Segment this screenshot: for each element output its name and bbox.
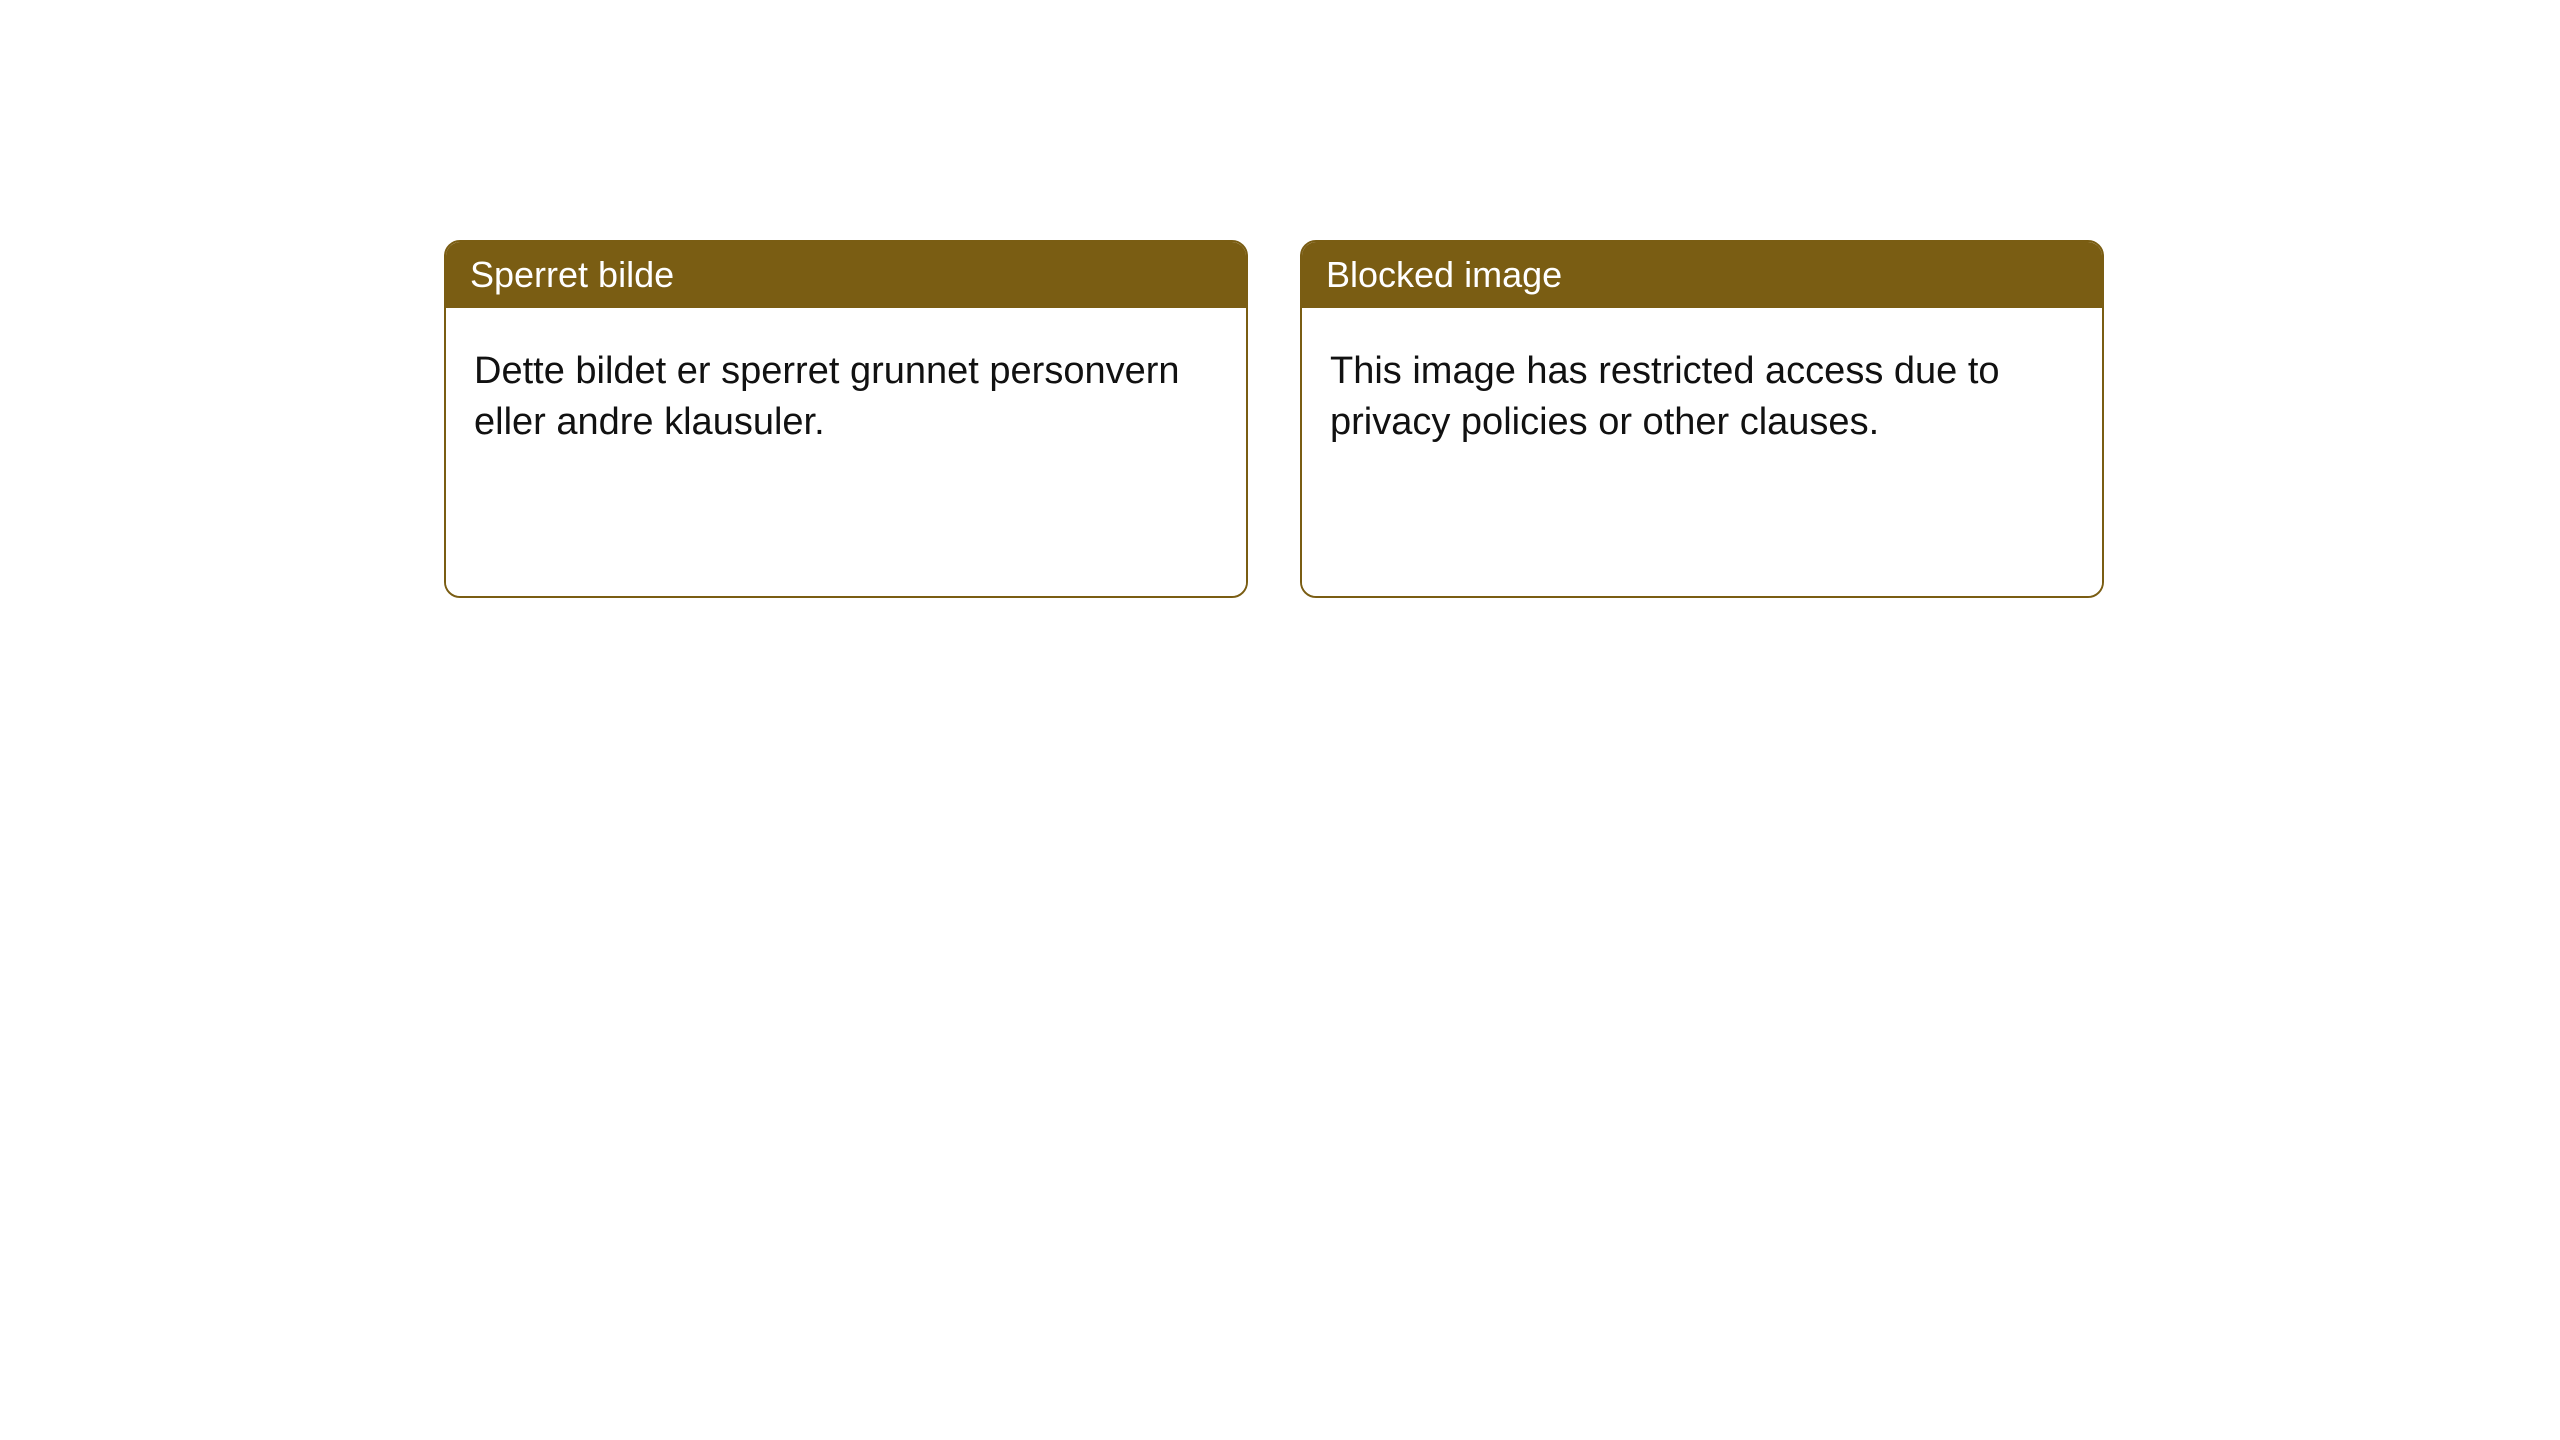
notice-card-norwegian: Sperret bilde Dette bildet er sperret gr… bbox=[444, 240, 1248, 598]
notice-header: Blocked image bbox=[1302, 242, 2102, 308]
notice-card-english: Blocked image This image has restricted … bbox=[1300, 240, 2104, 598]
notice-body: This image has restricted access due to … bbox=[1302, 308, 2102, 596]
notice-header: Sperret bilde bbox=[446, 242, 1246, 308]
notice-cards-container: Sperret bilde Dette bildet er sperret gr… bbox=[0, 0, 2560, 598]
notice-body: Dette bildet er sperret grunnet personve… bbox=[446, 308, 1246, 596]
